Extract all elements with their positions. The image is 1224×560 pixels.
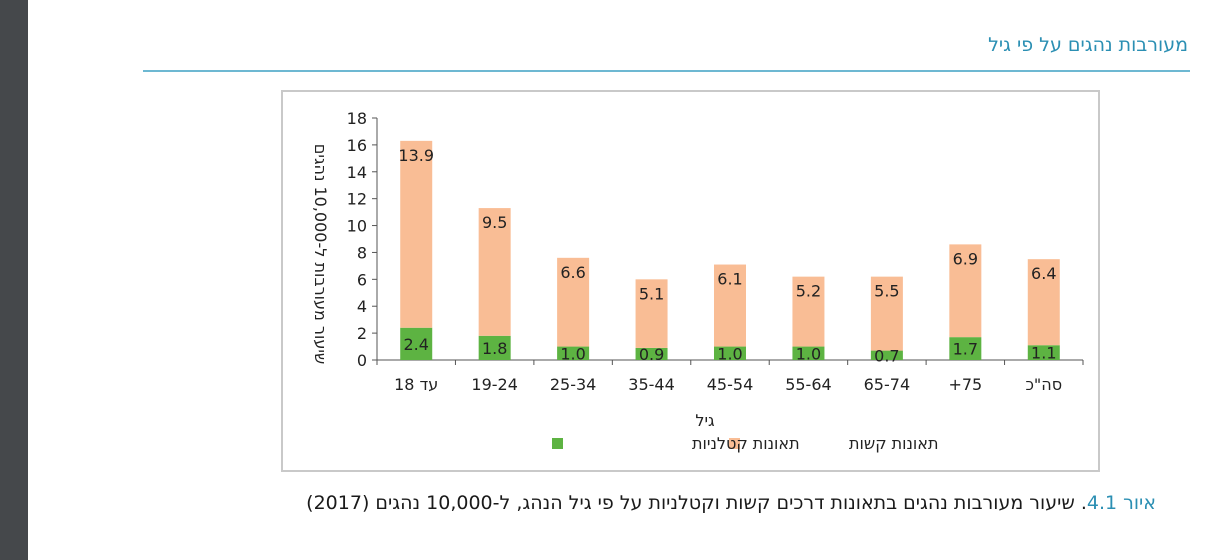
x-tick-label: עד 18	[394, 375, 438, 394]
y-tick-label: 18	[347, 109, 367, 128]
figure-label: איור 4.1	[1086, 492, 1156, 514]
bar-serious	[870, 276, 903, 351]
y-tick-label: 6	[357, 270, 367, 289]
data-label-fatal: 1.8	[482, 339, 507, 358]
bar-layer	[400, 140, 1060, 360]
legend: תאונות קשות תאונות קטלניות	[552, 434, 939, 453]
bar-fatal	[400, 327, 433, 360]
data-label-serious: 5.1	[639, 284, 664, 303]
data-label-serious: 6.4	[1031, 264, 1056, 283]
data-label-fatal: 0.9	[639, 345, 664, 364]
bar-fatal	[949, 337, 982, 360]
chart-frame: 0 2 4 6 8 10 12 14 16 18 2.4 13.9 עד 18 1.8 9.5 19-24 1…	[281, 90, 1100, 472]
label-layer: 2.4 13.9 עד 18 1.8 9.5 19-24 1.0 6.6 25-34 0.9 5.1…	[394, 146, 1062, 394]
section-title: מעורבות נהגים על פי גיל	[988, 34, 1188, 56]
y-tick-label: 2	[357, 324, 367, 343]
x-tick-label: 25-34	[550, 375, 597, 394]
data-label-fatal: 1.0	[796, 344, 821, 363]
bar-serious	[1027, 259, 1060, 346]
window-edge-bar	[0, 0, 28, 560]
figure-caption: איור 4.1. שיעור מעורבות נהגים בתאונות דר…	[306, 492, 1156, 514]
y-axis-label: שיעור מעורבות ל-10,000 נהגים	[311, 144, 330, 364]
x-tick-label: 35-44	[628, 375, 675, 394]
x-tick-label: 55-64	[785, 375, 832, 394]
bar-serious	[557, 257, 590, 347]
bar-fatal	[1027, 345, 1060, 360]
data-label-serious: 5.5	[874, 282, 899, 301]
x-tick-label: 19-24	[471, 375, 517, 394]
data-label-serious: 9.5	[482, 213, 507, 232]
bar-fatal	[714, 346, 746, 360]
bar-serious	[792, 276, 825, 347]
legend-swatch-serious	[729, 438, 740, 449]
y-tick-label: 14	[347, 163, 367, 182]
y-tick-label: 16	[347, 136, 367, 155]
bar-serious	[635, 279, 668, 348]
data-label-fatal: 1.7	[953, 340, 978, 359]
bar-fatal	[557, 346, 590, 360]
bar-serious	[714, 264, 746, 347]
bar-fatal	[635, 347, 668, 360]
bar-serious	[478, 208, 511, 336]
bar-serious	[400, 140, 433, 328]
title-divider	[143, 70, 1190, 72]
data-label-serious: 6.6	[560, 263, 585, 282]
y-tick-label: 8	[357, 243, 367, 262]
x-tick-label: 45-54	[707, 375, 754, 394]
x-tick-label: סה"כ	[1025, 375, 1062, 394]
x-tick-label: 65-74	[864, 375, 911, 394]
legend-swatch-fatal	[552, 438, 563, 449]
bar-serious	[949, 244, 982, 338]
data-label-fatal: 1.0	[717, 344, 742, 363]
y-tick-label: 10	[347, 217, 367, 236]
figure-caption-text: . שיעור מעורבות נהגים בתאונות דרכים קשות…	[306, 492, 1087, 514]
legend-label-serious: תאונות קשות	[849, 434, 939, 453]
legend-label-fatal: תאונות קטלניות	[692, 434, 800, 453]
bar-fatal	[870, 350, 903, 360]
data-label-serious: 6.9	[953, 249, 978, 268]
x-tick-label: 75+	[948, 375, 982, 394]
stacked-bar-chart: 0 2 4 6 8 10 12 14 16 18 2.4 13.9 עד 18 1.8 9.5 19-24 1…	[311, 109, 1084, 453]
data-label-serious: 5.2	[796, 282, 821, 301]
data-label-serious: 13.9	[398, 146, 434, 165]
data-label-fatal: 1.1	[1031, 344, 1056, 363]
y-tick-label: 4	[357, 297, 367, 316]
y-tick-label: 12	[347, 190, 367, 209]
data-label-fatal: 1.0	[560, 344, 585, 363]
data-label-fatal: 2.4	[403, 335, 428, 354]
data-label-serious: 6.1	[717, 270, 742, 289]
data-label-fatal: 0.7	[874, 346, 899, 365]
bar-fatal	[478, 335, 511, 360]
x-axis-label: גיל	[695, 411, 715, 430]
bar-fatal	[792, 346, 825, 360]
y-tick-label: 0	[357, 351, 367, 370]
